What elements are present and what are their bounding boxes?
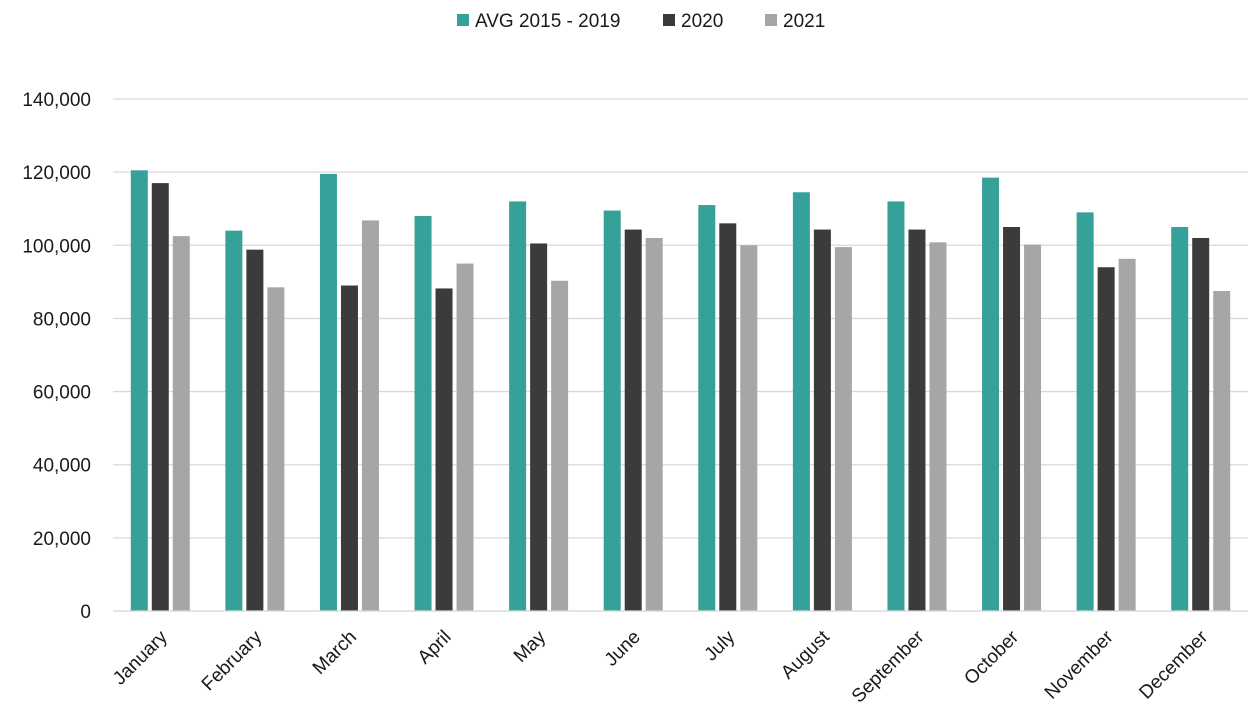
y-tick-label: 140,000: [22, 90, 91, 111]
x-tick-label: April: [414, 627, 456, 669]
legend: AVG 2015 - 2019 2020 2021: [457, 11, 825, 32]
bar-avg-2015-2019-november: [1076, 212, 1094, 611]
y-axis: 0 20,000 40,000 60,000 80,000 100,000 120,000 1…: [22, 90, 91, 623]
bar-2021-july: [740, 245, 758, 612]
legend-label-2020: 2020: [681, 11, 723, 32]
bar-avg-2015-2019-august: [792, 192, 810, 611]
y-tick-label: 80,000: [33, 309, 91, 330]
legend-label-avg-2015-2019: AVG 2015 - 2019: [475, 11, 620, 32]
y-tick-label: 20,000: [33, 529, 91, 550]
bar-avg-2015-2019-june: [603, 210, 621, 612]
y-tick-label: 0: [80, 602, 91, 623]
bar-avg-2015-2019-october: [982, 177, 1000, 611]
x-tick-label: January: [109, 626, 172, 689]
x-tick-label: May: [510, 626, 551, 667]
bar-avg-2015-2019-may: [509, 201, 527, 611]
bars: [130, 170, 1231, 612]
bar-2021-january: [172, 236, 190, 611]
bar-avg-2015-2019-april: [414, 216, 432, 611]
bar-2020-february: [246, 249, 264, 611]
legend-label-2021: 2021: [783, 11, 825, 32]
x-tick-label: October: [960, 626, 1023, 689]
bar-2021-february: [267, 287, 285, 611]
x-tick-label: March: [309, 627, 361, 679]
bar-avg-2015-2019-march: [319, 173, 337, 611]
x-tick-label: June: [601, 627, 645, 671]
bar-2020-june: [624, 229, 642, 611]
bar-2020-august: [813, 229, 831, 611]
x-tick-label: July: [701, 626, 740, 665]
x-tick-label: November: [1041, 626, 1118, 703]
legend-swatch-avg-2015-2019: [457, 14, 469, 26]
bar-2020-october: [1003, 227, 1021, 611]
bar-2021-may: [551, 280, 569, 611]
bar-avg-2015-2019-february: [225, 230, 243, 611]
y-tick-label: 40,000: [33, 456, 91, 477]
gridlines: [113, 98, 1248, 612]
bar-2020-march: [340, 285, 358, 611]
y-tick-label: 100,000: [22, 236, 91, 257]
bar-2021-october: [1024, 244, 1042, 611]
bar-2020-april: [435, 288, 453, 611]
bar-avg-2015-2019-january: [130, 170, 148, 612]
bar-2021-november: [1118, 258, 1136, 611]
bar-2021-august: [834, 247, 852, 611]
legend-swatch-2021: [765, 14, 777, 26]
bar-2020-january: [151, 183, 169, 611]
bar-2021-june: [645, 237, 663, 611]
bar-2020-december: [1192, 237, 1210, 611]
bar-2020-july: [719, 223, 737, 612]
x-tick-label: February: [198, 626, 267, 695]
bar-avg-2015-2019-september: [887, 201, 905, 611]
bar-2020-may: [530, 243, 548, 611]
bar-2021-september: [929, 242, 947, 612]
bar-2021-march: [361, 220, 379, 611]
x-axis: January February March April May June July Augu…: [109, 610, 1248, 707]
bar-2020-september: [908, 229, 926, 611]
x-tick-label: August: [777, 626, 834, 683]
bar-avg-2015-2019-july: [698, 205, 716, 612]
bar-2020-november: [1097, 267, 1115, 611]
legend-swatch-2020: [663, 14, 675, 26]
x-tick-label: September: [848, 626, 929, 707]
y-tick-label: 60,000: [33, 383, 91, 404]
y-tick-label: 120,000: [22, 163, 91, 184]
bar-avg-2015-2019-december: [1171, 227, 1189, 611]
bar-2021-april: [456, 263, 474, 611]
bar-2021-december: [1213, 291, 1231, 611]
x-tick-label: December: [1135, 626, 1212, 703]
